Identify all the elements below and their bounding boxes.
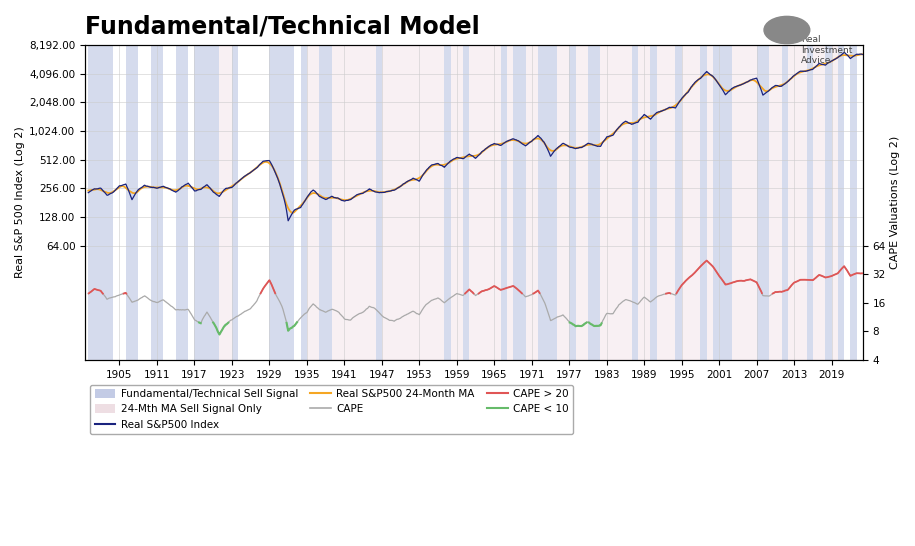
Bar bbox=[651, 45, 657, 360]
Bar bbox=[88, 45, 113, 360]
Bar bbox=[269, 45, 295, 360]
Bar bbox=[319, 45, 332, 360]
Text: Real
Investment
Advice: Real Investment Advice bbox=[801, 35, 852, 66]
Bar bbox=[445, 45, 450, 360]
Text: Fundamental/Technical Model: Fundamental/Technical Model bbox=[85, 15, 479, 39]
Bar bbox=[631, 45, 638, 360]
Bar bbox=[701, 45, 706, 360]
Bar bbox=[706, 45, 713, 360]
Bar bbox=[788, 45, 807, 360]
Bar bbox=[556, 45, 569, 360]
Bar bbox=[850, 45, 856, 360]
Bar bbox=[675, 45, 682, 360]
Bar bbox=[657, 45, 675, 360]
Bar bbox=[501, 45, 507, 360]
Bar bbox=[450, 45, 463, 360]
Bar bbox=[732, 45, 757, 360]
Bar bbox=[569, 45, 576, 360]
Y-axis label: CAPE Valuations (Log 2): CAPE Valuations (Log 2) bbox=[890, 136, 900, 269]
Bar bbox=[220, 45, 231, 360]
Bar bbox=[382, 45, 445, 360]
Bar bbox=[638, 45, 651, 360]
Bar bbox=[832, 45, 838, 360]
Bar bbox=[538, 45, 556, 360]
Bar bbox=[125, 45, 138, 360]
Bar bbox=[513, 45, 525, 360]
Bar bbox=[469, 45, 501, 360]
Bar bbox=[682, 45, 701, 360]
Bar bbox=[507, 45, 513, 360]
Bar bbox=[825, 45, 832, 360]
Bar bbox=[807, 45, 813, 360]
Bar bbox=[195, 45, 220, 360]
Bar bbox=[231, 45, 238, 360]
Bar bbox=[813, 45, 825, 360]
Bar bbox=[525, 45, 538, 360]
Bar bbox=[838, 45, 845, 360]
Bar bbox=[463, 45, 469, 360]
Bar bbox=[307, 45, 319, 360]
Bar bbox=[332, 45, 376, 360]
Bar bbox=[376, 45, 382, 360]
Bar bbox=[151, 45, 163, 360]
Bar bbox=[176, 45, 188, 360]
Bar bbox=[757, 45, 770, 360]
Bar bbox=[576, 45, 588, 360]
Bar bbox=[770, 45, 781, 360]
Legend: Fundamental/Technical Sell Signal, 24-Mth MA Sell Signal Only, Real S&P500 Index: Fundamental/Technical Sell Signal, 24-Mt… bbox=[91, 385, 573, 434]
Y-axis label: Real S&P 500 Index (Log 2): Real S&P 500 Index (Log 2) bbox=[15, 127, 25, 278]
Bar bbox=[600, 45, 631, 360]
Bar bbox=[588, 45, 600, 360]
Bar bbox=[301, 45, 307, 360]
Bar bbox=[781, 45, 788, 360]
Bar bbox=[713, 45, 732, 360]
